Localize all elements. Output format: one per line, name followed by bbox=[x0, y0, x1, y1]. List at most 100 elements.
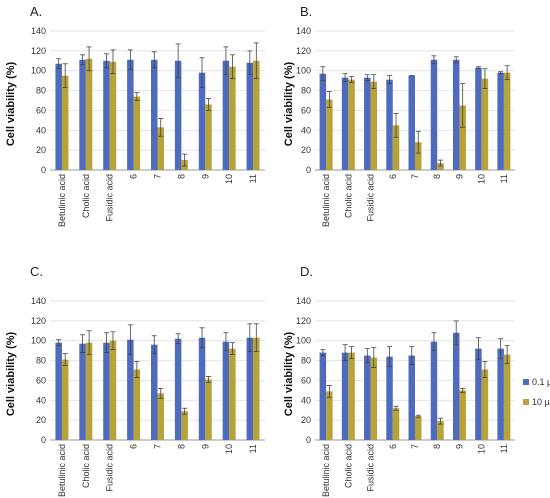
legend-swatch bbox=[523, 379, 529, 385]
y-tick-label: 60 bbox=[36, 105, 46, 115]
bar bbox=[133, 369, 141, 440]
y-tick-label: 100 bbox=[296, 336, 311, 346]
bar bbox=[222, 341, 230, 440]
bar bbox=[253, 337, 260, 440]
bar bbox=[85, 342, 93, 440]
legend: 0.1 µM 10 µM bbox=[523, 377, 550, 407]
bar bbox=[341, 352, 349, 440]
legend-label: 10 µM bbox=[532, 397, 550, 407]
y-tick-label: 40 bbox=[301, 125, 311, 135]
x-tick-label: 7 bbox=[153, 444, 163, 449]
bar bbox=[174, 60, 182, 170]
bar bbox=[181, 411, 188, 440]
y-tick-label: 40 bbox=[36, 395, 46, 405]
x-tick-label: 7 bbox=[410, 174, 420, 179]
y-tick-label: 20 bbox=[36, 145, 46, 155]
bar bbox=[319, 73, 327, 170]
bar bbox=[79, 59, 86, 170]
y-tick-label: 120 bbox=[31, 46, 46, 56]
y-tick-label: 100 bbox=[31, 336, 46, 346]
y-axis-title: Cell viability (%) bbox=[5, 61, 17, 146]
bar bbox=[437, 163, 444, 170]
bar bbox=[246, 337, 254, 440]
bar bbox=[415, 416, 422, 440]
bar bbox=[109, 340, 117, 440]
x-tick-label: 7 bbox=[153, 174, 163, 179]
y-axis-title: Cell viability (%) bbox=[5, 331, 17, 416]
y-tick-label: 60 bbox=[36, 375, 46, 385]
y-tick-label: 80 bbox=[36, 356, 46, 366]
bar bbox=[437, 421, 444, 440]
bar bbox=[408, 355, 415, 440]
bar bbox=[408, 75, 415, 170]
bar bbox=[151, 59, 158, 170]
x-tick-label: 6 bbox=[388, 444, 398, 449]
x-tick-label: 10 bbox=[477, 444, 487, 454]
x-tick-label: Cholic acid bbox=[343, 174, 353, 218]
bar bbox=[497, 348, 504, 440]
bar bbox=[415, 142, 422, 170]
chart-panel-d: 0 20 40 60 80 100 120 140 D. Cell viability (%) Be… bbox=[283, 264, 515, 497]
bar bbox=[151, 344, 158, 440]
y-tick-label: 80 bbox=[301, 86, 311, 96]
y-tick-label: 140 bbox=[296, 26, 311, 36]
x-tick-label: Fusidic acid bbox=[366, 174, 376, 222]
bar bbox=[503, 72, 511, 170]
y-tick-label: 20 bbox=[301, 415, 311, 425]
x-tick-label: 9 bbox=[200, 174, 210, 179]
x-tick-label: 7 bbox=[410, 444, 420, 449]
bar bbox=[475, 348, 482, 440]
x-tick-label: Betulinic acid bbox=[321, 174, 331, 227]
bar bbox=[481, 78, 489, 170]
bar bbox=[392, 125, 400, 170]
chart-panel-c: 0 20 40 60 80 100 120 140 C. Cell viability (%) Be… bbox=[5, 264, 265, 497]
x-tick-label: Cholic acid bbox=[81, 444, 91, 488]
bar bbox=[348, 352, 355, 440]
y-tick-label: 120 bbox=[296, 316, 311, 326]
bar bbox=[205, 379, 212, 440]
bar bbox=[229, 66, 236, 170]
y-tick-label: 60 bbox=[301, 105, 311, 115]
bar bbox=[430, 59, 438, 170]
x-tick-label: Cholic acid bbox=[343, 444, 353, 488]
bar bbox=[452, 332, 460, 440]
bar bbox=[133, 96, 141, 170]
y-tick-label: 100 bbox=[31, 66, 46, 76]
x-tick-label: 9 bbox=[200, 444, 210, 449]
bar bbox=[222, 60, 230, 170]
y-tick-label: 100 bbox=[296, 66, 311, 76]
bar bbox=[497, 72, 504, 170]
bar bbox=[370, 81, 378, 170]
x-tick-label: Betulinic acid bbox=[321, 444, 331, 497]
panel-label: D. bbox=[300, 264, 313, 279]
x-tick-label: 11 bbox=[248, 444, 258, 453]
x-tick-label: 8 bbox=[176, 444, 186, 449]
x-tick-label: Betulinic acid bbox=[57, 444, 67, 497]
x-tick-label: 8 bbox=[176, 174, 186, 179]
bar bbox=[326, 99, 333, 170]
x-tick-label: 8 bbox=[432, 174, 442, 179]
y-tick-label: 60 bbox=[301, 375, 311, 385]
x-tick-label: 9 bbox=[454, 174, 464, 179]
x-tick-label: 11 bbox=[248, 174, 258, 183]
x-tick-label: Fusidic acid bbox=[105, 444, 115, 492]
bar bbox=[253, 60, 260, 170]
bar bbox=[459, 390, 466, 440]
panel-label: C. bbox=[30, 264, 43, 279]
bar bbox=[341, 77, 349, 170]
y-axis-title: Cell viability (%) bbox=[283, 61, 295, 146]
bar bbox=[79, 343, 86, 440]
bar bbox=[174, 338, 182, 440]
bar bbox=[319, 352, 327, 440]
x-tick-label: 6 bbox=[129, 444, 139, 449]
bar bbox=[127, 59, 134, 170]
bar bbox=[452, 59, 460, 170]
chart-panel-a: 0 20 40 60 80 100 120 140 A. Cell viability (%) Be… bbox=[5, 4, 265, 227]
bar bbox=[109, 61, 117, 170]
x-tick-label: 6 bbox=[129, 174, 139, 179]
x-tick-label: 9 bbox=[454, 444, 464, 449]
bar bbox=[127, 339, 134, 440]
bar bbox=[386, 79, 393, 170]
bar bbox=[430, 341, 438, 440]
x-tick-label: 11 bbox=[499, 444, 509, 453]
